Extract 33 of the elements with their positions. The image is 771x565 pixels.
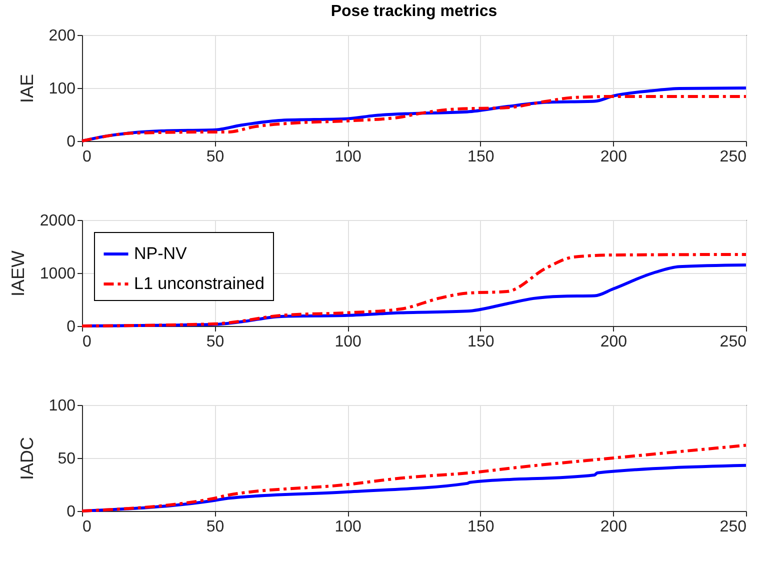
x-tick-label: 150: [468, 518, 494, 536]
y-tick-label: 0: [66, 318, 76, 336]
x-tick-label: 50: [206, 518, 224, 536]
x-tick-label: 100: [334, 518, 362, 536]
x-tick-label: 50: [206, 148, 224, 166]
legend-label: L1 unconstrained: [134, 274, 264, 293]
x-tick-label: 200: [600, 334, 628, 350]
y-tick-label: 0: [66, 504, 76, 520]
y-tick-label: 1000: [40, 266, 76, 282]
y-tick-label: 0: [66, 134, 76, 150]
x-tick-label: 0: [82, 148, 92, 166]
x-tick-label: 100: [334, 148, 362, 166]
y-axis-title: IAEW: [8, 250, 28, 297]
x-tick-label: 0: [82, 518, 92, 536]
x-tick-label: 250: [720, 518, 747, 536]
y-tick-label: 2000: [40, 212, 76, 230]
x-tick-label: 50: [206, 334, 224, 350]
x-tick-label: 0: [82, 334, 92, 350]
x-tick-label: 200: [600, 148, 628, 166]
y-tick-label: 200: [48, 28, 76, 44]
x-tick-label: 200: [600, 518, 628, 536]
legend-label: NP-NV: [134, 244, 188, 263]
y-tick-label: 100: [48, 398, 76, 414]
x-tick-label: 250: [720, 334, 747, 350]
y-axis-title: IAE: [16, 74, 37, 104]
x-tick-label: 250: [720, 148, 747, 166]
x-tick-label: 100: [334, 334, 362, 350]
y-axis-title: IADC: [16, 436, 37, 480]
y-tick-label: 100: [48, 80, 76, 98]
y-tick-label: 50: [58, 450, 76, 468]
x-tick-label: 150: [468, 334, 494, 350]
chart-title: Pose tracking metrics: [330, 3, 498, 20]
x-tick-label: 150: [468, 148, 494, 166]
